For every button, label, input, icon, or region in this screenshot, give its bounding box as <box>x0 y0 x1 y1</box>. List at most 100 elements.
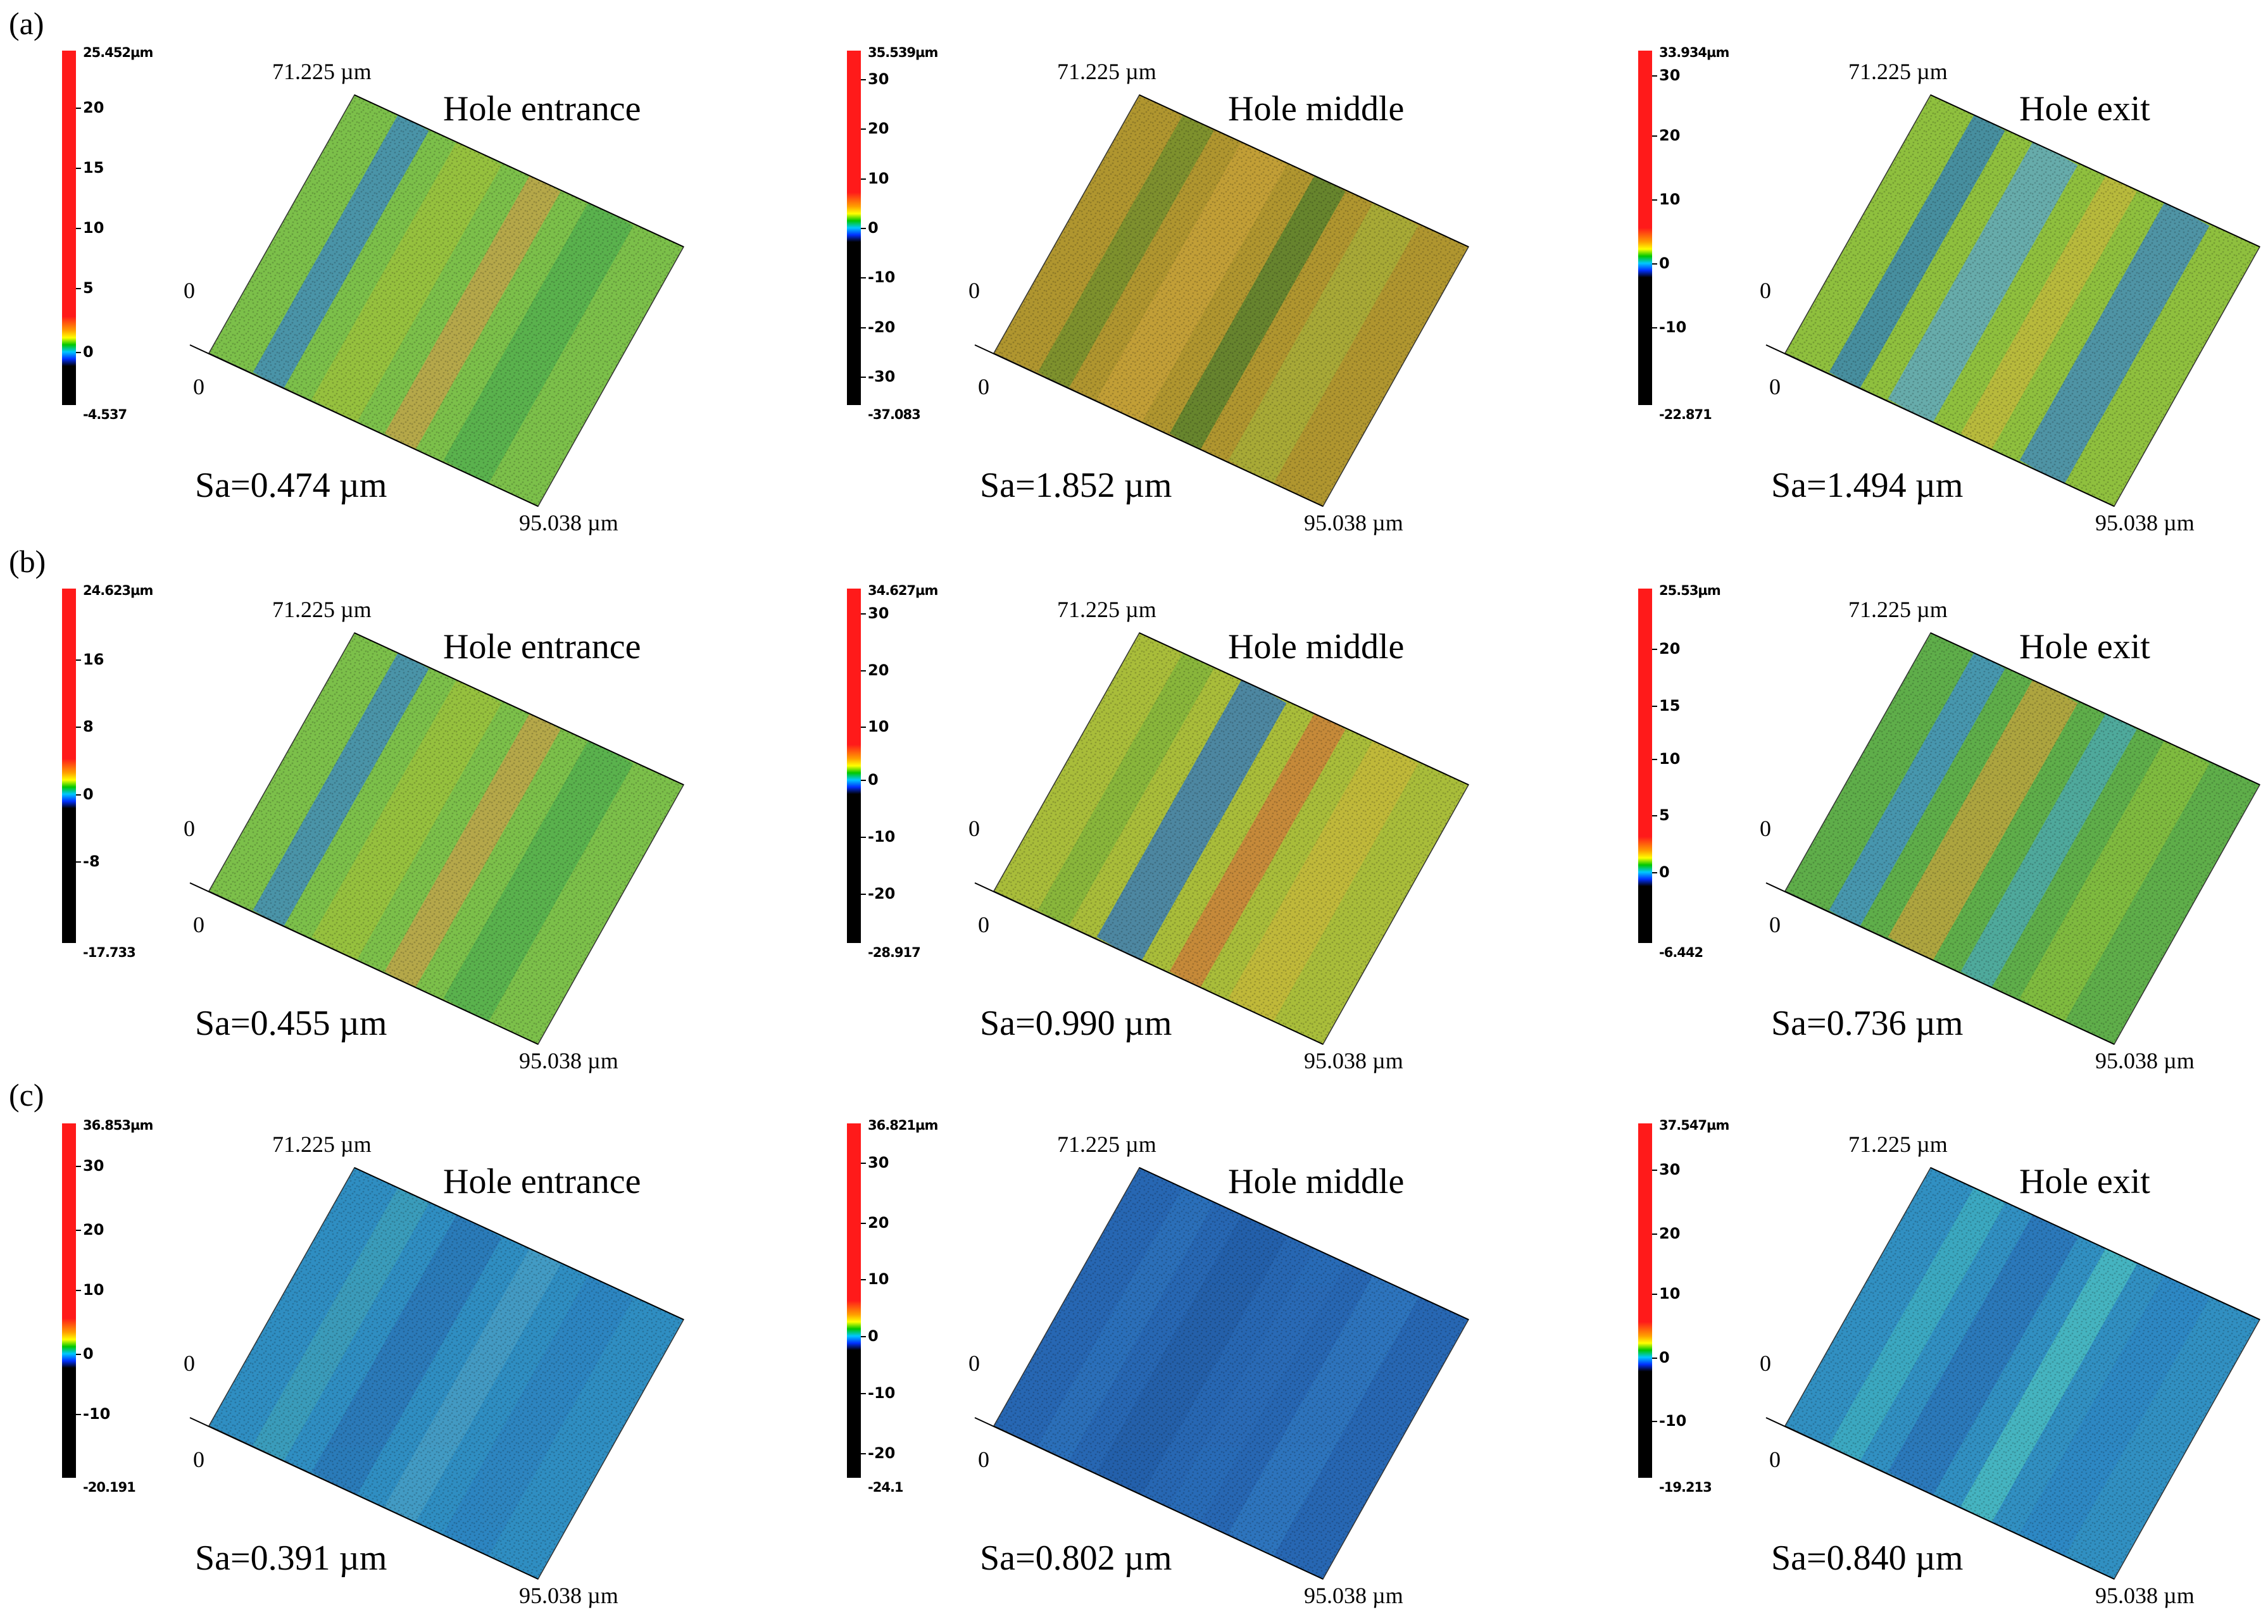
color-scale-min: -4.537 <box>83 407 127 422</box>
origin-label: 0 <box>184 278 195 303</box>
color-scale-tick-mark <box>1652 1233 1657 1235</box>
color-scale-tick-mark <box>1652 649 1657 651</box>
color-scale-max: 37.547µm <box>1659 1118 1729 1133</box>
color-scale-max: 34.627µm <box>868 583 938 598</box>
color-scale-tick-mark <box>861 670 866 671</box>
color-scale-tick-label: 20 <box>868 661 889 679</box>
sa-roughness-value: Sa=1.852 µm <box>980 466 1172 505</box>
color-scale-tick-label: 20 <box>83 1221 104 1239</box>
color-scale-tick-mark <box>76 288 81 290</box>
y-extent-label: 71.225 µm <box>272 1132 372 1157</box>
color-scale-tick-label: 5 <box>1659 806 1670 825</box>
color-scale-bar <box>847 589 861 943</box>
color-scale-tick-mark <box>76 1354 81 1355</box>
color-scale-tick-mark <box>76 228 81 229</box>
surface-panel: 33.934µm -22.871 30 20 10 0 -10 71.225 µm Hole e… <box>1576 0 2268 535</box>
y-extent-label: 71.225 µm <box>1848 597 1948 622</box>
color-scale-bar <box>62 1123 76 1478</box>
color-scale-tick-mark <box>861 1452 866 1454</box>
origin-label: 0 <box>1760 1351 1771 1376</box>
x-extent-label: 95.038 µm <box>2095 510 2195 535</box>
color-scale-max: 25.53µm <box>1659 583 1721 598</box>
color-scale-tick-mark <box>1652 705 1657 707</box>
color-scale-tick-mark <box>861 327 866 328</box>
color-scale-tick-label: -20 <box>868 884 896 903</box>
color-scale-tick-mark <box>861 277 866 279</box>
color-scale-tick-mark <box>76 1166 81 1168</box>
color-scale-tick-label: -30 <box>868 368 896 386</box>
origin-label: 0 <box>193 912 204 937</box>
color-scale-tick-mark <box>1652 815 1657 817</box>
color-scale-tick-mark <box>861 128 866 130</box>
origin-label: 0 <box>1760 278 1771 303</box>
color-scale-bar <box>847 1123 861 1478</box>
origin-label: 0 <box>968 1351 980 1376</box>
origin-label: 0 <box>978 374 989 399</box>
color-scale-tick-label: 30 <box>83 1157 104 1175</box>
hole-location-title: Hole entrance <box>443 1162 641 1201</box>
surface-panel: 37.547µm -19.213 30 20 10 0 -10 71.225 µm Hole e… <box>1576 1073 2268 1608</box>
color-scale-max: 36.821µm <box>868 1118 938 1133</box>
row-label-c: (c) <box>9 1077 44 1113</box>
color-scale-max: 33.934µm <box>1659 45 1729 60</box>
origin-label: 0 <box>968 278 980 303</box>
origin-label: 0 <box>1769 374 1781 399</box>
surface-panel: 35.539µm -37.083 30 20 10 0 -10 -20 -30 71.225 µm… <box>785 0 1538 535</box>
color-scale-tick-mark <box>76 352 81 353</box>
surface-height-map <box>1765 94 2261 507</box>
surface-height-map <box>974 1167 1470 1580</box>
color-scale-tick-label: 15 <box>83 158 104 177</box>
color-scale-max: 24.623µm <box>83 583 153 598</box>
color-scale-tick-label: 0 <box>1659 863 1670 881</box>
color-scale-tick-mark <box>76 727 81 728</box>
color-scale-tick-label: 10 <box>83 1281 104 1299</box>
y-extent-label: 71.225 µm <box>1848 1132 1948 1157</box>
color-scale-tick-mark <box>76 167 81 169</box>
color-scale-tick-label: 16 <box>83 651 104 668</box>
color-scale-tick-label: 20 <box>868 1213 889 1232</box>
color-scale-tick-mark <box>1652 1293 1657 1295</box>
surface-height-map <box>189 632 685 1045</box>
sa-roughness-value: Sa=0.391 µm <box>195 1539 387 1578</box>
color-scale-min: -6.442 <box>1659 945 1703 960</box>
hole-location-title: Hole middle <box>1228 89 1405 128</box>
color-scale-tick-mark <box>1652 263 1657 265</box>
color-scale-min: -17.733 <box>83 945 136 960</box>
origin-label: 0 <box>184 1351 195 1376</box>
color-scale-tick-mark <box>1652 1421 1657 1423</box>
y-extent-label: 71.225 µm <box>1057 1132 1156 1157</box>
x-extent-label: 95.038 µm <box>519 1583 618 1608</box>
hole-location-title: Hole entrance <box>443 627 641 666</box>
x-extent-label: 95.038 µm <box>1304 1048 1403 1073</box>
color-scale-bar <box>847 51 861 405</box>
color-scale-tick-label: 30 <box>1659 66 1681 85</box>
origin-label: 0 <box>193 374 204 399</box>
surface-panel: 24.623µm -17.733 16 8 0 -8 71.225 µm Hole entra… <box>0 538 753 1073</box>
color-scale-tick-mark <box>861 228 866 229</box>
color-scale-tick-label: 0 <box>1659 1348 1670 1366</box>
color-scale-tick-label: -10 <box>1659 318 1687 336</box>
row-label-a: (a) <box>9 6 44 41</box>
color-scale-tick-mark <box>861 377 866 378</box>
color-scale-tick-mark <box>861 1279 866 1281</box>
origin-label: 0 <box>978 1447 989 1472</box>
origin-label: 0 <box>1769 912 1781 937</box>
surface-height-map <box>189 94 685 507</box>
color-scale-bar <box>1638 1123 1652 1478</box>
hole-location-title: Hole entrance <box>443 89 641 128</box>
color-scale-min: -28.917 <box>868 945 921 960</box>
sa-roughness-value: Sa=1.494 µm <box>1771 466 1964 505</box>
color-scale-tick-mark <box>861 78 866 80</box>
color-scale-tick-label: 20 <box>1659 1224 1681 1242</box>
surface-panel: 25.452µm -4.537 20 15 10 5 0 71.225 µm Hole entr… <box>0 0 753 535</box>
hole-location-title: Hole exit <box>2019 1162 2150 1201</box>
color-scale-tick-label: 0 <box>83 785 94 803</box>
color-scale-tick-label: 20 <box>868 120 889 138</box>
color-scale-tick-label: 10 <box>1659 749 1681 768</box>
surface-height-map <box>189 1167 685 1580</box>
origin-label: 0 <box>978 912 989 937</box>
origin-label: 0 <box>968 816 980 841</box>
sa-roughness-value: Sa=0.736 µm <box>1771 1004 1964 1043</box>
color-scale-tick-mark <box>76 861 81 863</box>
color-scale-tick-mark <box>1652 1169 1657 1171</box>
